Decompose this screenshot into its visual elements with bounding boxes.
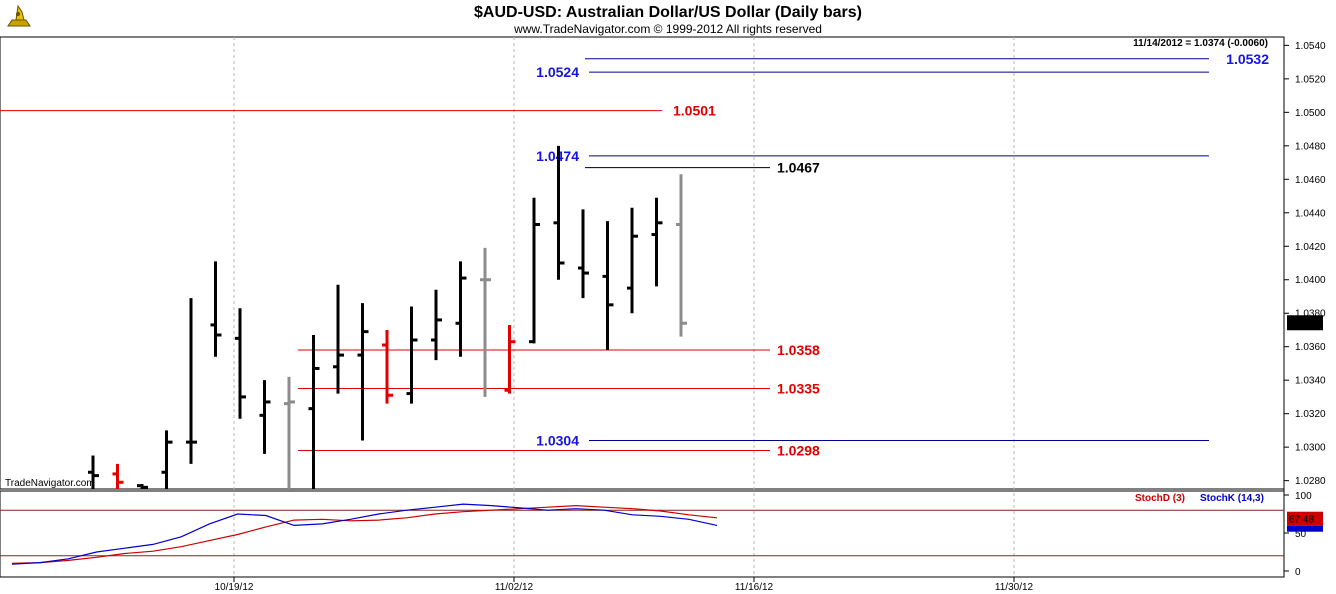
y-tick-label: 1.0420 [1295, 242, 1326, 253]
y-tick-label: 1.0340 [1295, 376, 1326, 387]
stoch-panel-frame [0, 490, 1285, 578]
y-tick-label: 1.0520 [1295, 74, 1326, 85]
stoch-last-value-box [1287, 511, 1323, 526]
y-tick-label: 1.0480 [1295, 141, 1326, 152]
level-label-1.0467: 1.0467 [777, 160, 820, 176]
x-tick-label: 11/02/12 [495, 582, 534, 593]
y-tick-label: 1.0360 [1295, 342, 1326, 353]
level-label-1.0298: 1.0298 [777, 442, 820, 458]
x-tick-label: 11/16/12 [735, 582, 774, 593]
y-tick-label: 1.0380 [1295, 309, 1326, 320]
stoch-series-stochd [11, 504, 718, 564]
stochd-legend: StochD (3) [1135, 493, 1185, 504]
stoch-y-tick-label: 50 [1295, 529, 1307, 540]
stoch-last-value-box-k [1287, 525, 1323, 532]
y-tick-label: 1.0460 [1295, 175, 1326, 186]
y-tick-label: 1.0320 [1295, 409, 1326, 420]
y-tick-label: 1.0280 [1295, 476, 1326, 487]
stoch-y-tick-label: 0 [1295, 567, 1301, 578]
copyright-subtitle: www.TradeNavigator.com © 1999-2012 All r… [513, 22, 822, 36]
level-label-1.0304: 1.0304 [536, 432, 579, 448]
stoch-last-value-label: 67.48 [1289, 515, 1314, 526]
stoch-y-tick-label: 100 [1295, 491, 1312, 502]
price-panel-frame [0, 36, 1285, 490]
y-tick-label: 1.0500 [1295, 108, 1326, 119]
y-tick-label: 1.0440 [1295, 208, 1326, 219]
y-tick-label: 1.0400 [1295, 275, 1326, 286]
level-label-1.0532: 1.0532 [1226, 51, 1269, 67]
level-label-1.0501: 1.0501 [673, 103, 716, 119]
level-label-1.0335: 1.0335 [777, 381, 820, 397]
last-quote-readout: 11/14/2012 = 1.0374 (-0.0060) [1133, 38, 1268, 49]
y-tick-label: 1.0300 [1295, 443, 1326, 454]
last-price-box [1287, 315, 1323, 331]
y-tick-label: 1.0540 [1295, 41, 1326, 52]
x-tick-label: 10/19/12 [215, 582, 254, 593]
x-tick-label: 11/30/12 [995, 582, 1034, 593]
stoch-series-stochk [11, 503, 718, 565]
chart-title: $AUD-USD: Australian Dollar/US Dollar (D… [474, 4, 862, 21]
level-label-1.0358: 1.0358 [777, 342, 820, 358]
stochk-legend: StochK (14,3) [1200, 493, 1264, 504]
trade-navigator-logo-icon[interactable] [4, 4, 32, 32]
level-label-1.0524: 1.0524 [536, 64, 579, 80]
watermark-text: TradeNavigator.com [5, 478, 95, 489]
last-price-label: 1.0374 [1290, 319, 1321, 330]
